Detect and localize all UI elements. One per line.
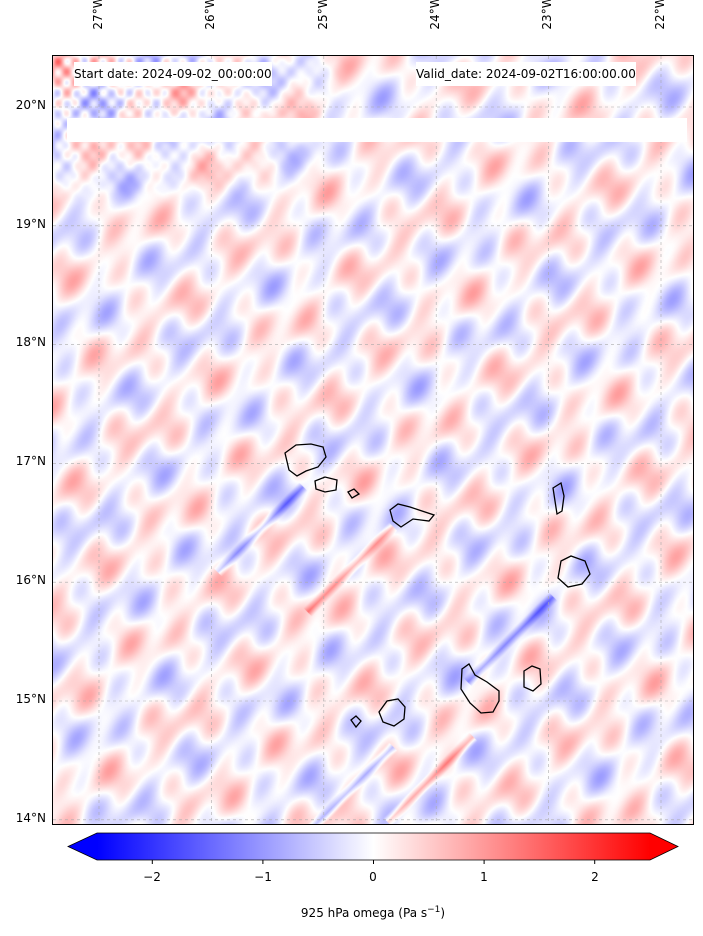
colorbar-label: 925 hPa omega (Pa s−1) (0, 905, 703, 920)
island-santa-luzia (347, 488, 361, 499)
island-fogo (378, 698, 406, 727)
lat-tick: 19°N (15, 217, 46, 231)
island-boa-vista (557, 555, 591, 588)
colorbar-outline (67, 832, 679, 861)
colorbar-tick-label: 0 (369, 870, 377, 884)
island-santo-antao (284, 443, 327, 477)
start-date-label: Start date: 2024-09-02_00:00:00 (74, 62, 272, 86)
colorbar-label-close: ) (440, 906, 446, 920)
lat-tick: 18°N (15, 335, 46, 349)
colorbar-extend-high (650, 833, 678, 860)
colorbar-label-exponent: −1 (427, 905, 441, 915)
lat-tick: 17°N (15, 454, 46, 468)
island-sao-nicolau (389, 503, 436, 528)
omega-map (52, 55, 694, 825)
colorbar-tick-label: −2 (143, 870, 161, 884)
valid-date-label: Valid_date: 2024-09-02T16:00:00.00 (416, 62, 636, 86)
island-maio (523, 665, 542, 692)
colorbar-tick-label: 2 (591, 870, 599, 884)
island-coastlines (284, 443, 591, 729)
colorbar-tick-label: 1 (480, 870, 488, 884)
colorbar-label-text: 925 hPa omega (Pa s (300, 906, 428, 920)
island-sao-vicente (314, 476, 338, 493)
lat-tick: 20°N (15, 98, 46, 112)
island-santiago (460, 663, 500, 714)
colorbar-extend-low (68, 833, 97, 860)
lat-tick: 14°N (15, 811, 46, 825)
colorbar-tick-label: −1 (254, 870, 272, 884)
map-overlay (53, 56, 693, 824)
island-brava (350, 715, 362, 729)
island-sal (552, 481, 565, 516)
omega-field (53, 56, 693, 824)
gridlines (53, 56, 693, 824)
colorbar-body (97, 833, 650, 860)
lat-tick: 16°N (15, 573, 46, 587)
lat-tick: 15°N (15, 692, 46, 706)
annotation-box (67, 118, 687, 142)
